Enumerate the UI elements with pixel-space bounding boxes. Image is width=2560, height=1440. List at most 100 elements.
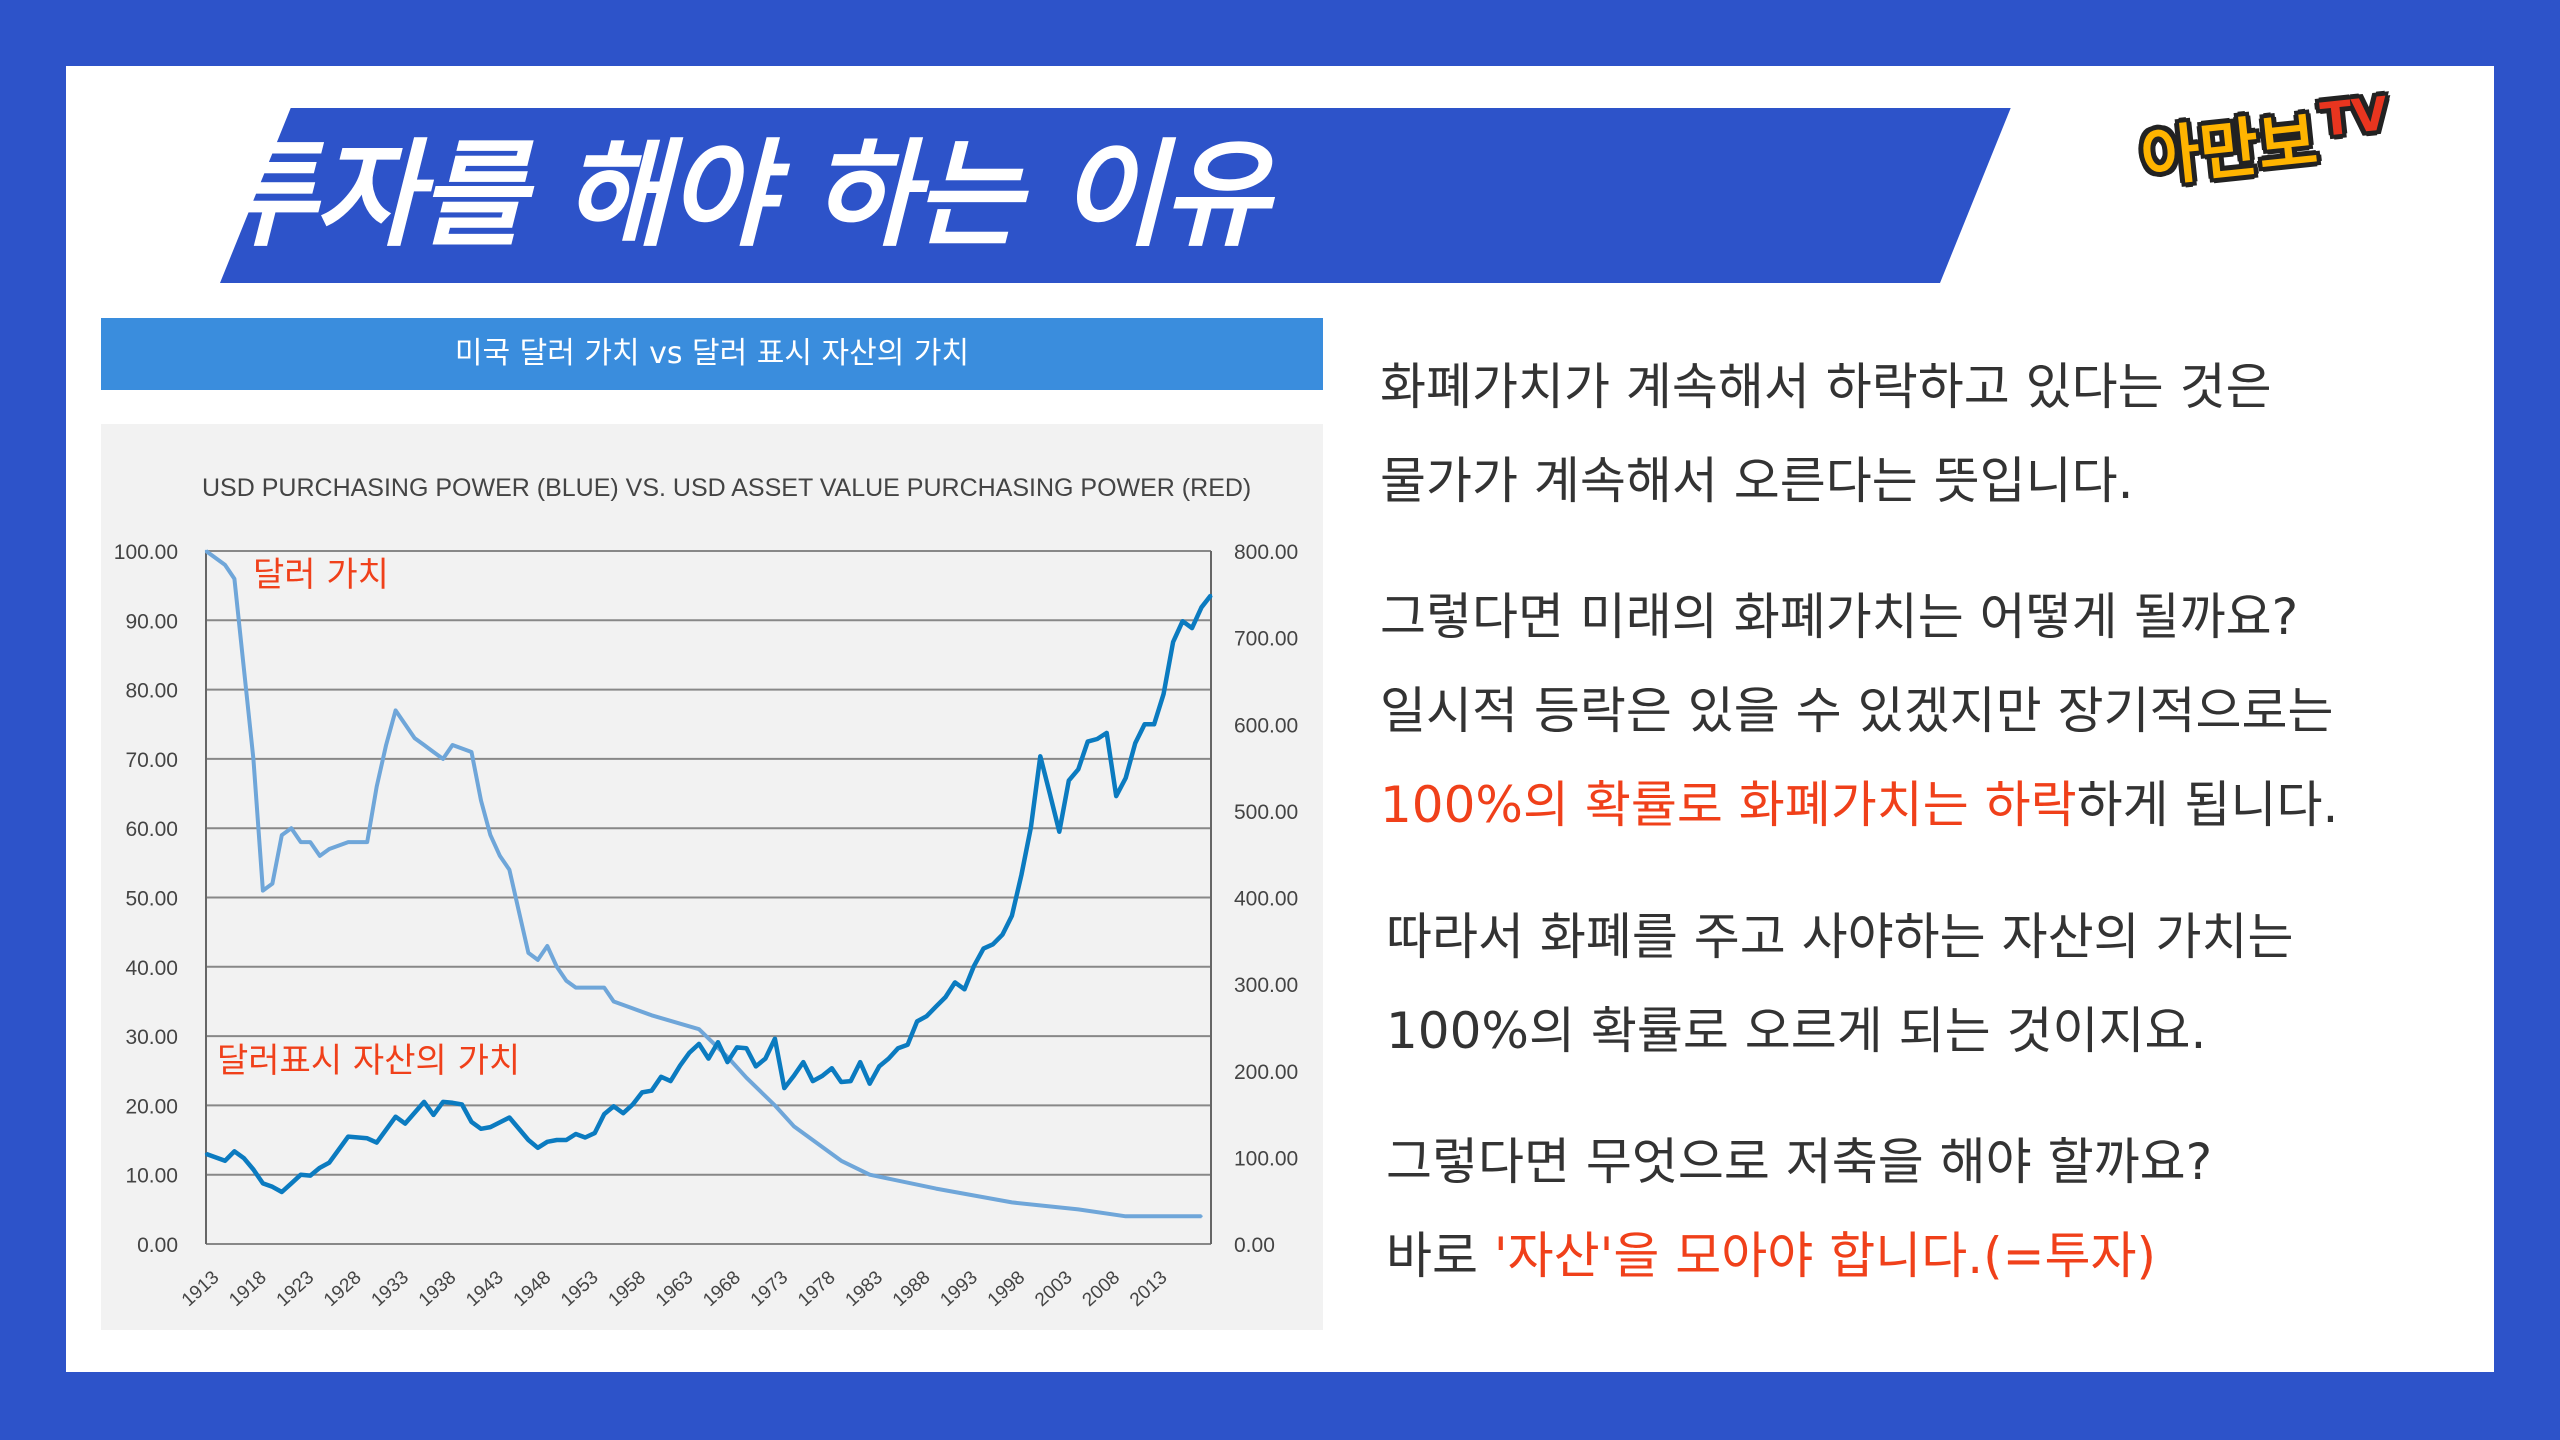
point-asset-value (441, 1100, 445, 1104)
left-tick-label: 100.00 (114, 541, 178, 564)
left-tick-label: 80.00 (125, 680, 178, 703)
x-tick-label: 1928 (320, 1267, 365, 1311)
point-dollar-value (233, 577, 236, 580)
x-tick-label: 1978 (794, 1267, 839, 1311)
point-dollar-value (366, 840, 369, 844)
point-asset-value (555, 1138, 558, 1142)
point-asset-value (972, 964, 976, 968)
point-asset-value (546, 1140, 549, 1143)
point-asset-value (1077, 768, 1080, 771)
point-asset-value (735, 1046, 739, 1049)
point-asset-value (1096, 737, 1099, 741)
point-dollar-value (1124, 1215, 1127, 1218)
point-dollar-value (309, 840, 312, 844)
paragraph-line: 그렇다면 무엇으로 저축을 해야 할까요? (1386, 1115, 2212, 1209)
right-tick-label: 200.00 (1234, 1061, 1298, 1084)
point-dollar-value (1010, 1201, 1014, 1204)
point-dollar-value (242, 667, 246, 670)
point-dollar-value (422, 743, 426, 747)
point-asset-value (906, 1043, 909, 1046)
point-asset-value (830, 1067, 833, 1070)
left-tick-label: 10.00 (125, 1165, 178, 1188)
highlight-text: 100%의 확률로 화폐가치는 하락 (1380, 776, 2077, 834)
point-asset-value (802, 1060, 805, 1064)
point-dollar-value (584, 986, 587, 989)
x-tick-label: 1963 (652, 1267, 697, 1311)
point-dollar-value (252, 757, 255, 761)
body-text: 하게 됩니다. (2076, 776, 2339, 834)
point-asset-value (375, 1141, 378, 1144)
point-dollar-value (1077, 1208, 1080, 1211)
point-asset-value (403, 1122, 407, 1125)
point-dollar-value (441, 757, 445, 761)
right-tick-label: 800.00 (1234, 541, 1298, 564)
right-tick-label: 100.00 (1234, 1147, 1298, 1170)
point-dollar-value (204, 549, 208, 553)
point-asset-value (821, 1074, 824, 1078)
point-asset-value (640, 1091, 644, 1094)
paragraph-line: 일시적 등락은 있을 수 있겠지만 장기적으로는 (1380, 664, 2338, 758)
point-dollar-value (934, 1187, 938, 1190)
point-asset-value (1105, 731, 1108, 735)
point-asset-value (527, 1138, 530, 1142)
body-text: 그렇다면 무엇으로 저축을 해야 할까요? (1386, 1133, 2213, 1191)
point-asset-value (716, 1041, 720, 1044)
point-dollar-value (517, 910, 521, 913)
x-tick-label: 2013 (1126, 1267, 1171, 1311)
point-asset-value (982, 947, 985, 950)
point-asset-value (754, 1065, 758, 1068)
point-dollar-value (840, 1159, 843, 1162)
point-asset-value (792, 1074, 795, 1078)
right-tick-label: 600.00 (1234, 714, 1298, 737)
x-axis-ticks: 1913 1918 1923 1928 1933 1938 1943 1948 1953 1958… (178, 1267, 1172, 1311)
annotation-dollar-value: 달러 가치 (253, 555, 389, 595)
point-asset-value (422, 1100, 426, 1104)
left-tick-label: 20.00 (125, 1095, 178, 1118)
point-asset-value (650, 1089, 653, 1092)
point-asset-value (859, 1060, 862, 1064)
body-text: 100%의 확률로 오르게 되는 것이지요. (1386, 1002, 2207, 1060)
point-dollar-value (489, 833, 492, 837)
left-tick-label: 60.00 (125, 818, 178, 841)
point-dollar-value (1200, 1215, 1203, 1218)
point-dollar-value (593, 986, 596, 989)
point-asset-value (631, 1103, 634, 1106)
paragraph: 따라서 화폐를 주고 사야하는 자산의 가치는 100%의 확률로 오르게 되는 … (1386, 890, 2293, 1078)
point-dollar-value (773, 1104, 777, 1107)
paragraph-line: 그렇다면 미래의 화폐가치는 어떻게 될까요? (1380, 570, 2338, 664)
highlight-text: 을 모아야 합니다.(=투자) (1613, 1227, 2156, 1285)
point-dollar-value (318, 854, 321, 858)
point-asset-value (1029, 826, 1033, 829)
point-dollar-value (498, 854, 502, 858)
point-asset-value (963, 988, 966, 991)
body-text: 따라서 화폐를 주고 사야하는 자산의 가치는 (1386, 908, 2294, 966)
paragraph: 그렇다면 미래의 화폐가치는 어떻게 될까요? 일시적 등락은 있을 수 있겠지만… (1380, 570, 2338, 852)
left-tick-label: 30.00 (125, 1026, 178, 1049)
point-asset-value (925, 1015, 928, 1018)
point-dollar-value (394, 709, 397, 712)
point-asset-value (849, 1079, 852, 1083)
point-asset-value (1058, 830, 1061, 833)
point-dollar-value (603, 986, 606, 989)
point-asset-value (707, 1057, 710, 1060)
point-dollar-value (527, 951, 530, 955)
point-asset-value (1181, 620, 1184, 623)
point-asset-value (489, 1125, 492, 1129)
body-text: 그렇다면 미래의 화폐가치는 어떻게 될까요? (1380, 588, 2299, 646)
x-tick-label: 1933 (367, 1267, 412, 1311)
point-asset-value (536, 1146, 539, 1149)
x-tick-label: 1953 (557, 1267, 602, 1311)
point-asset-value (366, 1137, 369, 1140)
right-tick-label: 400.00 (1234, 888, 1298, 911)
point-asset-value (1143, 723, 1146, 726)
point-asset-value (593, 1131, 596, 1135)
point-asset-value (612, 1105, 615, 1108)
point-asset-value (934, 1005, 938, 1008)
point-asset-value (451, 1101, 454, 1104)
chart-header: 미국 달러 가치 vs 달러 표시 자산의 가치 (101, 318, 1323, 390)
point-asset-value (697, 1042, 701, 1046)
point-dollar-value (347, 840, 350, 844)
left-tick-label: 70.00 (125, 749, 178, 772)
point-asset-value (1200, 606, 1203, 609)
point-asset-value (479, 1127, 483, 1130)
